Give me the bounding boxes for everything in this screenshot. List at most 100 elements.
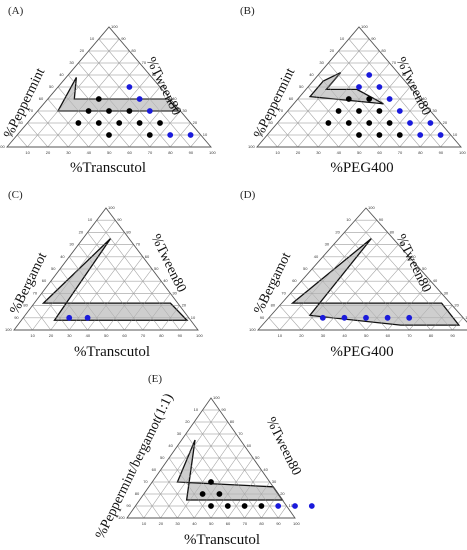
tick-label-bottom: 60 bbox=[226, 521, 231, 526]
tick-label-right: 60 bbox=[145, 254, 150, 259]
tick-label-bottom: 20 bbox=[299, 333, 304, 338]
data-point bbox=[366, 72, 373, 78]
tick-label-bottom: 30 bbox=[67, 333, 72, 338]
tick-label-right: 40 bbox=[163, 278, 168, 283]
tick-label-right: 40 bbox=[172, 96, 177, 101]
tick-label-right: 40 bbox=[433, 278, 438, 283]
data-point bbox=[199, 491, 206, 497]
tick-label-bottom: 50 bbox=[357, 150, 362, 155]
tick-label-left: 80 bbox=[23, 303, 28, 308]
tick-label-right: 90 bbox=[221, 407, 226, 412]
tick-label-right: 100 bbox=[213, 395, 220, 400]
data-point bbox=[75, 120, 82, 126]
tick-label-bottom: 50 bbox=[107, 150, 112, 155]
bottom-axis-label: %Transcutol bbox=[184, 532, 260, 548]
tick-label-left: 90 bbox=[126, 503, 131, 508]
data-point bbox=[345, 96, 352, 102]
tick-label-right: 10 bbox=[289, 503, 294, 508]
tick-label-right: 20 bbox=[454, 303, 459, 308]
data-point bbox=[167, 132, 174, 138]
data-point bbox=[406, 314, 413, 321]
tick-label-left: 20 bbox=[79, 229, 84, 234]
panel-label: (A) bbox=[8, 5, 24, 17]
data-point bbox=[366, 96, 373, 102]
data-point bbox=[437, 132, 444, 138]
tick-label-bottom: 40 bbox=[86, 333, 91, 338]
data-point bbox=[376, 84, 383, 90]
tick-label-left: 90 bbox=[260, 315, 265, 320]
data-point bbox=[427, 120, 434, 126]
tick-label-right: 60 bbox=[402, 72, 407, 77]
tick-label-bottom: 90 bbox=[276, 521, 281, 526]
left-axis-label: %Peppermint bbox=[251, 66, 298, 141]
tick-label-bottom: 70 bbox=[243, 521, 248, 526]
tick-label-right: 70 bbox=[392, 60, 397, 65]
tick-label-right: 10 bbox=[453, 132, 458, 137]
tick-label-right: 100 bbox=[111, 24, 118, 29]
tick-label-left: 80 bbox=[135, 491, 140, 496]
tick-label-bottom: 80 bbox=[168, 150, 173, 155]
tick-label-left: 50 bbox=[303, 266, 308, 271]
data-point bbox=[66, 314, 73, 321]
tick-label-bottom: 30 bbox=[321, 333, 326, 338]
tick-label-left: 20 bbox=[80, 48, 85, 53]
tick-label-bottom: 90 bbox=[178, 333, 183, 338]
data-point bbox=[106, 132, 112, 138]
tick-label-bottom: 70 bbox=[398, 150, 403, 155]
tick-label-bottom: 20 bbox=[159, 521, 164, 526]
tick-label-left: 20 bbox=[185, 419, 190, 424]
tick-label-left: 80 bbox=[268, 120, 273, 125]
right-axis-label: %Tween80 bbox=[263, 415, 304, 478]
data-point bbox=[376, 108, 383, 114]
tick-label-left: 100 bbox=[248, 144, 255, 149]
data-point bbox=[126, 84, 133, 90]
ternary-grid-overlay bbox=[268, 220, 464, 331]
tick-label-left: 90 bbox=[258, 132, 263, 137]
data-point bbox=[95, 120, 102, 126]
tick-label-bottom: 60 bbox=[377, 150, 382, 155]
bottom-axis-label: %PEG400 bbox=[330, 160, 393, 176]
tick-label-right: 100 bbox=[368, 205, 375, 210]
tick-label-left: 100 bbox=[118, 515, 125, 520]
tick-label-bottom: 50 bbox=[104, 333, 109, 338]
tick-label-bottom: 30 bbox=[66, 150, 71, 155]
tick-label-left: 40 bbox=[314, 254, 319, 259]
data-point bbox=[275, 503, 282, 509]
data-point bbox=[341, 314, 348, 321]
tick-label-bottom: 80 bbox=[429, 333, 434, 338]
tick-label-right: 40 bbox=[263, 467, 268, 472]
microemulsion-region bbox=[56, 77, 180, 112]
data-point bbox=[396, 132, 403, 138]
tick-label-right: 90 bbox=[117, 217, 122, 222]
tick-label-bottom: 40 bbox=[337, 150, 342, 155]
data-point bbox=[187, 132, 194, 138]
ternary-frame bbox=[256, 26, 462, 148]
tick-label-right: 80 bbox=[230, 419, 235, 424]
tick-label-left: 30 bbox=[319, 60, 324, 65]
tick-label-left: 20 bbox=[330, 48, 335, 53]
ternary-panel-2: (B) 10 10 10 20 20 20 30 30 30 40 40 40 50 50 50 60 60 60 7… bbox=[240, 5, 466, 176]
tick-label-left: 70 bbox=[33, 290, 38, 295]
tick-label-right: 10 bbox=[203, 132, 208, 137]
data-point bbox=[363, 314, 369, 321]
tick-label-left: 10 bbox=[194, 407, 199, 412]
tick-label-bottom: 90 bbox=[439, 150, 444, 155]
tick-label-bottom: 30 bbox=[175, 521, 180, 526]
tick-label-right: 100 bbox=[108, 205, 115, 210]
data-point bbox=[325, 120, 332, 126]
tick-label-left: 70 bbox=[29, 108, 34, 113]
tick-label-right: 60 bbox=[152, 72, 157, 77]
ternary-panel-3: (C) 10 10 10 20 20 20 30 30 30 40 40 40 50 50 50 60 60 60 7… bbox=[5, 189, 203, 360]
data-point bbox=[335, 108, 342, 114]
tick-label-bottom: 70 bbox=[141, 333, 146, 338]
data-point bbox=[258, 503, 265, 509]
data-point bbox=[356, 108, 362, 114]
tick-label-right: 80 bbox=[131, 48, 136, 53]
tick-label-left: 40 bbox=[59, 72, 64, 77]
tick-label-left: 50 bbox=[299, 84, 304, 89]
right-axis-label: %Tween80 bbox=[148, 232, 189, 295]
data-point bbox=[95, 96, 102, 102]
data-point bbox=[356, 132, 362, 138]
data-point bbox=[386, 120, 393, 126]
data-point bbox=[146, 132, 153, 138]
